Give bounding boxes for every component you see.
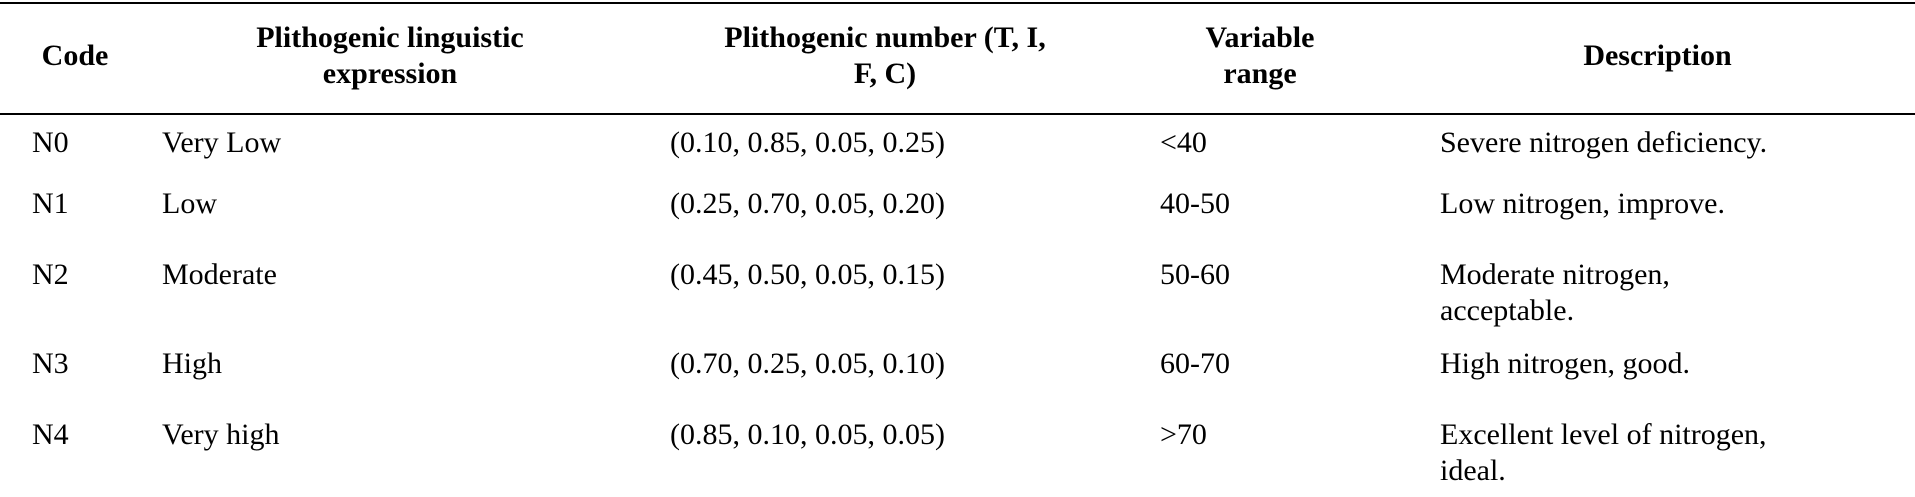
cell-description: Severe nitrogen deficiency.: [1440, 126, 1768, 159]
cell-number: (0.85, 0.10, 0.05, 0.05): [670, 418, 945, 451]
cell-range: 40-50: [1160, 187, 1230, 220]
cell-expression: High: [162, 347, 222, 380]
cell-code: N0: [32, 126, 69, 159]
header-description: Description: [1583, 39, 1732, 72]
cell-expression: Moderate: [162, 258, 277, 291]
cell-range: 60-70: [1160, 347, 1230, 380]
cell-description: Moderate nitrogen, acceptable.: [1440, 258, 1670, 327]
cell-expression: Very Low: [162, 126, 282, 159]
cell-code: N4: [32, 418, 69, 451]
cell-number: (0.70, 0.25, 0.05, 0.10): [670, 347, 945, 380]
cell-range: >70: [1160, 418, 1207, 451]
header-range: Variable range: [1205, 21, 1315, 90]
cell-expression: Low: [162, 187, 217, 220]
cell-number: (0.45, 0.50, 0.05, 0.15): [670, 258, 945, 291]
cell-expression: Very high: [162, 418, 280, 451]
cell-description: Low nitrogen, improve.: [1440, 187, 1725, 220]
cell-code: N3: [32, 347, 69, 380]
cell-code: N2: [32, 258, 69, 291]
header-bottom-rule: [0, 113, 1915, 115]
cell-range: 50-60: [1160, 258, 1230, 291]
table-top-rule: [0, 2, 1915, 4]
cell-range: <40: [1160, 126, 1207, 159]
header-expression: Plithogenic linguistic expression: [256, 21, 524, 90]
cell-description: Excellent level of nitrogen, ideal.: [1440, 418, 1767, 487]
header-number: Plithogenic number (T, I, F, C): [724, 21, 1046, 90]
cell-description: High nitrogen, good.: [1440, 347, 1690, 380]
cell-number: (0.10, 0.85, 0.05, 0.25): [670, 126, 945, 159]
cell-number: (0.25, 0.70, 0.05, 0.20): [670, 187, 945, 220]
cell-code: N1: [32, 187, 69, 220]
header-code: Code: [41, 39, 109, 72]
